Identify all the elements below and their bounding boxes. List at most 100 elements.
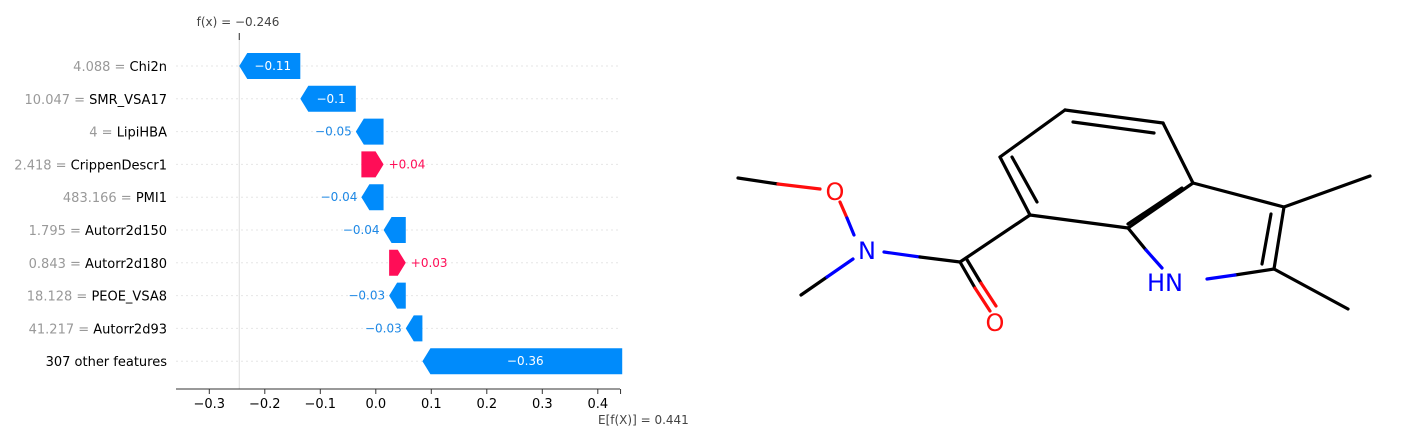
x-tick-label: −0.1 [305,397,337,412]
shap-value-label: −0.03 [348,289,385,303]
bond [1282,174,1372,209]
feature-name: 307 other features [46,355,168,370]
x-tick-label: 0.4 [587,397,608,412]
bond [1260,212,1273,266]
bond [845,216,856,237]
feature-label: 4 = LipiHBA [89,126,167,141]
feature-value: 41.217 = [29,322,94,337]
feature-name: Chi2n [130,60,167,75]
bond [918,255,962,264]
feature-labels: −0.11 4.088 = Chi2n −0.1 10.047 = SMR_VSA17… [14,59,543,370]
molecule-structure: O N O HN [736,108,1372,337]
nh-atom: HN [1147,269,1183,297]
bond [1144,248,1164,270]
bond [1126,226,1148,252]
feature-value: 10.047 = [25,93,90,108]
shap-value-label: −0.1 [316,92,345,106]
feature-value: 18.128 = [27,290,92,305]
feature-label: 0.843 = Autorr2d180 [29,257,167,272]
x-tick-label: 0.0 [365,397,386,412]
bond [1063,108,1165,125]
bond [1161,121,1195,185]
bond [1233,267,1276,277]
shap-value-label: +0.04 [389,157,426,171]
waterfall-bar [355,118,384,145]
bond [825,257,855,279]
bond [1010,155,1039,204]
x-axis: −0.3 −0.2 −0.1 0.0 0.1 0.2 0.3 0.4 [176,388,622,412]
feature-label: 307 other features [46,355,168,370]
oxygen-atom-ether: O [826,178,845,206]
feature-name: PEOE_VSA8 [91,290,167,305]
feature-name: LipiHBA [117,126,167,141]
feature-name: SMR_VSA17 [89,93,167,108]
bond [1028,213,1130,230]
waterfall-bar [405,315,423,342]
waterfall-bar [389,249,406,276]
bond [958,260,977,290]
bond [1126,186,1184,226]
bond [998,108,1067,159]
shap-value-label: −0.36 [507,354,544,368]
feature-name: Autorr2d150 [85,224,167,239]
waterfall-bar [383,217,406,243]
bond [958,213,1032,264]
x-tick-label: 0.1 [421,397,442,412]
bond [1205,273,1237,281]
waterfall-bar [239,53,301,79]
feature-value: 4.088 = [73,60,129,75]
feature-value: 1.795 = [29,224,85,239]
feature-value: 483.166 = [63,191,136,206]
bond [998,155,1032,217]
x-tick-label: 0.2 [476,397,497,412]
bond [776,182,822,191]
x-tick-label: 0.3 [532,397,553,412]
feature-value: 4 = [89,126,116,141]
feature-label: 41.217 = Autorr2d93 [29,322,167,337]
feature-value: 0.843 = [29,257,85,272]
molecule-bonds [736,108,1372,313]
bond [1272,267,1350,311]
shap-value-label: −0.05 [315,125,352,139]
shap-value-label: −0.11 [254,59,291,73]
feature-name: Autorr2d93 [93,322,167,337]
nitrogen-atom-amide: N [858,237,876,265]
feature-name: PMI1 [136,191,167,206]
feature-label: 483.166 = PMI1 [63,191,167,206]
bond [838,200,849,220]
waterfall-bar [422,348,623,375]
waterfall-bars [239,53,623,375]
bond [1272,205,1286,271]
feature-label: 18.128 = PEOE_VSA8 [27,290,167,305]
shap-waterfall-chart: −0.3 −0.2 −0.1 0.0 0.1 0.2 0.3 0.4 −0.11 4.088 =… [14,15,689,427]
shap-value-label: −0.04 [321,190,358,204]
feature-value: 2.418 = [14,158,70,173]
bond [1191,181,1286,209]
shap-value-label: −0.04 [343,223,380,237]
oxygen-atom-carbonyl: O [986,309,1005,337]
waterfall-bar [361,184,384,211]
bond [964,256,983,285]
x-tick-label: −0.3 [194,397,226,412]
bond [979,281,998,308]
feature-name: Autorr2d180 [85,257,167,272]
waterfall-bar [300,85,356,112]
expected-value-label: E[f(X)] = 0.441 [598,413,689,427]
feature-label: 10.047 = SMR_VSA17 [25,93,167,108]
feature-label: 2.418 = CrippenDescr1 [14,158,167,173]
feature-label: 4.088 = Chi2n [73,60,167,75]
waterfall-bar [389,282,406,309]
x-tick-label: −0.2 [249,397,281,412]
shap-value-label: −0.03 [365,321,402,335]
bond [1071,120,1156,135]
feature-label: 1.795 = Autorr2d150 [29,224,167,239]
waterfall-bar [361,151,384,178]
bond [799,275,829,297]
row-gridlines [176,33,620,389]
bond [736,176,780,186]
feature-name: CrippenDescr1 [71,158,167,173]
shap-value-label: +0.03 [411,256,448,270]
bond [882,250,922,259]
bond [973,286,992,313]
bond [1126,181,1195,230]
